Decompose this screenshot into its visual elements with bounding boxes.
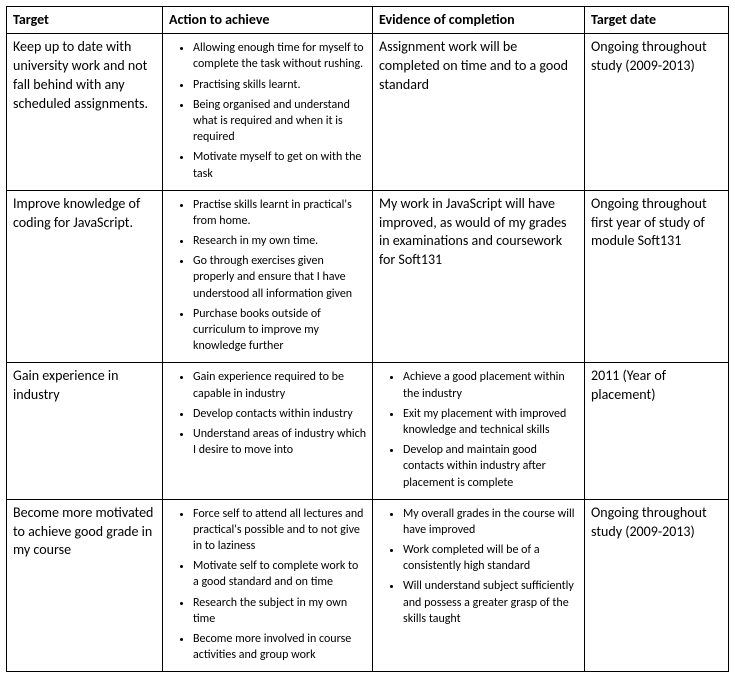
date-text: Ongoing throughout study (2009-2013) [591,504,722,542]
evidence-item: Work completed will be of a consistently… [403,542,578,574]
cell-actions: Practise skills learnt in practical's fr… [163,190,373,363]
actions-list: Force self to attend all lectures and pr… [169,506,366,664]
evidence-item: Develop and maintain good contacts withi… [403,442,578,491]
evidence-text: Assignment work will be completed on tim… [379,38,578,95]
table-header-row: Target Action to achieve Evidence of com… [7,7,729,34]
action-item: Research in my own time. [193,233,366,249]
cell-date: Ongoing throughout first year of study o… [585,190,729,363]
evidence-list: My overall grades in the course will hav… [379,506,578,627]
cell-evidence: My overall grades in the course will hav… [373,499,585,672]
cell-target: Improve knowledge of coding for JavaScri… [7,190,163,363]
cell-date: 2011 (Year of placement) [585,363,729,499]
action-item: Become more involved in course activitie… [193,631,366,663]
table-row: Improve knowledge of coding for JavaScri… [7,190,729,363]
cell-actions: Gain experience required to be capable i… [163,363,373,499]
action-item: Motivate self to complete work to a good… [193,558,366,590]
evidence-item: Will understand subject sufficiently and… [403,578,578,627]
cell-target: Become more motivated to achieve good gr… [7,499,163,672]
table-body: Keep up to date with university work and… [7,34,729,672]
action-item: Gain experience required to be capable i… [193,369,366,401]
action-item: Purchase books outside of curriculum to … [193,306,366,355]
action-item: Develop contacts within industry [193,406,366,422]
cell-date: Ongoing throughout study (2009-2013) [585,499,729,672]
date-text: Ongoing throughout first year of study o… [591,195,722,252]
date-text: 2011 (Year of placement) [591,367,722,405]
action-item: Research the subject in my own time [193,595,366,627]
cell-target: Gain experience in industry [7,363,163,499]
table-row: Gain experience in industry Gain experien… [7,363,729,499]
actions-list: Gain experience required to be capable i… [169,369,366,458]
action-item: Understand areas of industry which I des… [193,426,366,458]
cell-actions: Force self to attend all lectures and pr… [163,499,373,672]
table-row: Become more motivated to achieve good gr… [7,499,729,672]
header-target: Target [7,7,163,34]
targets-table: Target Action to achieve Evidence of com… [6,6,729,672]
target-text: Keep up to date with university work and… [13,38,156,114]
date-text: Ongoing throughout study (2009-2013) [591,38,722,76]
evidence-text: My work in JavaScript will have improved… [379,195,578,271]
action-item: Practise skills learnt in practical's fr… [193,197,366,229]
actions-list: Practise skills learnt in practical's fr… [169,197,366,355]
target-text: Improve knowledge of coding for JavaScri… [13,195,156,233]
action-item: Allowing enough time for myself to compl… [193,40,366,72]
action-item: Motivate myself to get on with the task [193,149,366,181]
header-action: Action to achieve [163,7,373,34]
action-item: Practising skills learnt. [193,77,366,93]
table-row: Keep up to date with university work and… [7,34,729,191]
header-evidence: Evidence of completion [373,7,585,34]
cell-evidence: My work in JavaScript will have improved… [373,190,585,363]
cell-target: Keep up to date with university work and… [7,34,163,191]
cell-actions: Allowing enough time for myself to compl… [163,34,373,191]
header-date: Target date [585,7,729,34]
cell-evidence: Assignment work will be completed on tim… [373,34,585,191]
target-text: Become more motivated to achieve good gr… [13,504,156,561]
cell-date: Ongoing throughout study (2009-2013) [585,34,729,191]
action-item: Go through exercises given properly and … [193,253,366,302]
cell-evidence: Achieve a good placement within the indu… [373,363,585,499]
evidence-list: Achieve a good placement within the indu… [379,369,578,490]
evidence-item: My overall grades in the course will hav… [403,506,578,538]
target-text: Gain experience in industry [13,367,156,405]
evidence-item: Achieve a good placement within the indu… [403,369,578,401]
evidence-item: Exit my placement with improved knowledg… [403,406,578,438]
action-item: Force self to attend all lectures and pr… [193,506,366,555]
actions-list: Allowing enough time for myself to compl… [169,40,366,182]
action-item: Being organised and understand what is r… [193,97,366,146]
